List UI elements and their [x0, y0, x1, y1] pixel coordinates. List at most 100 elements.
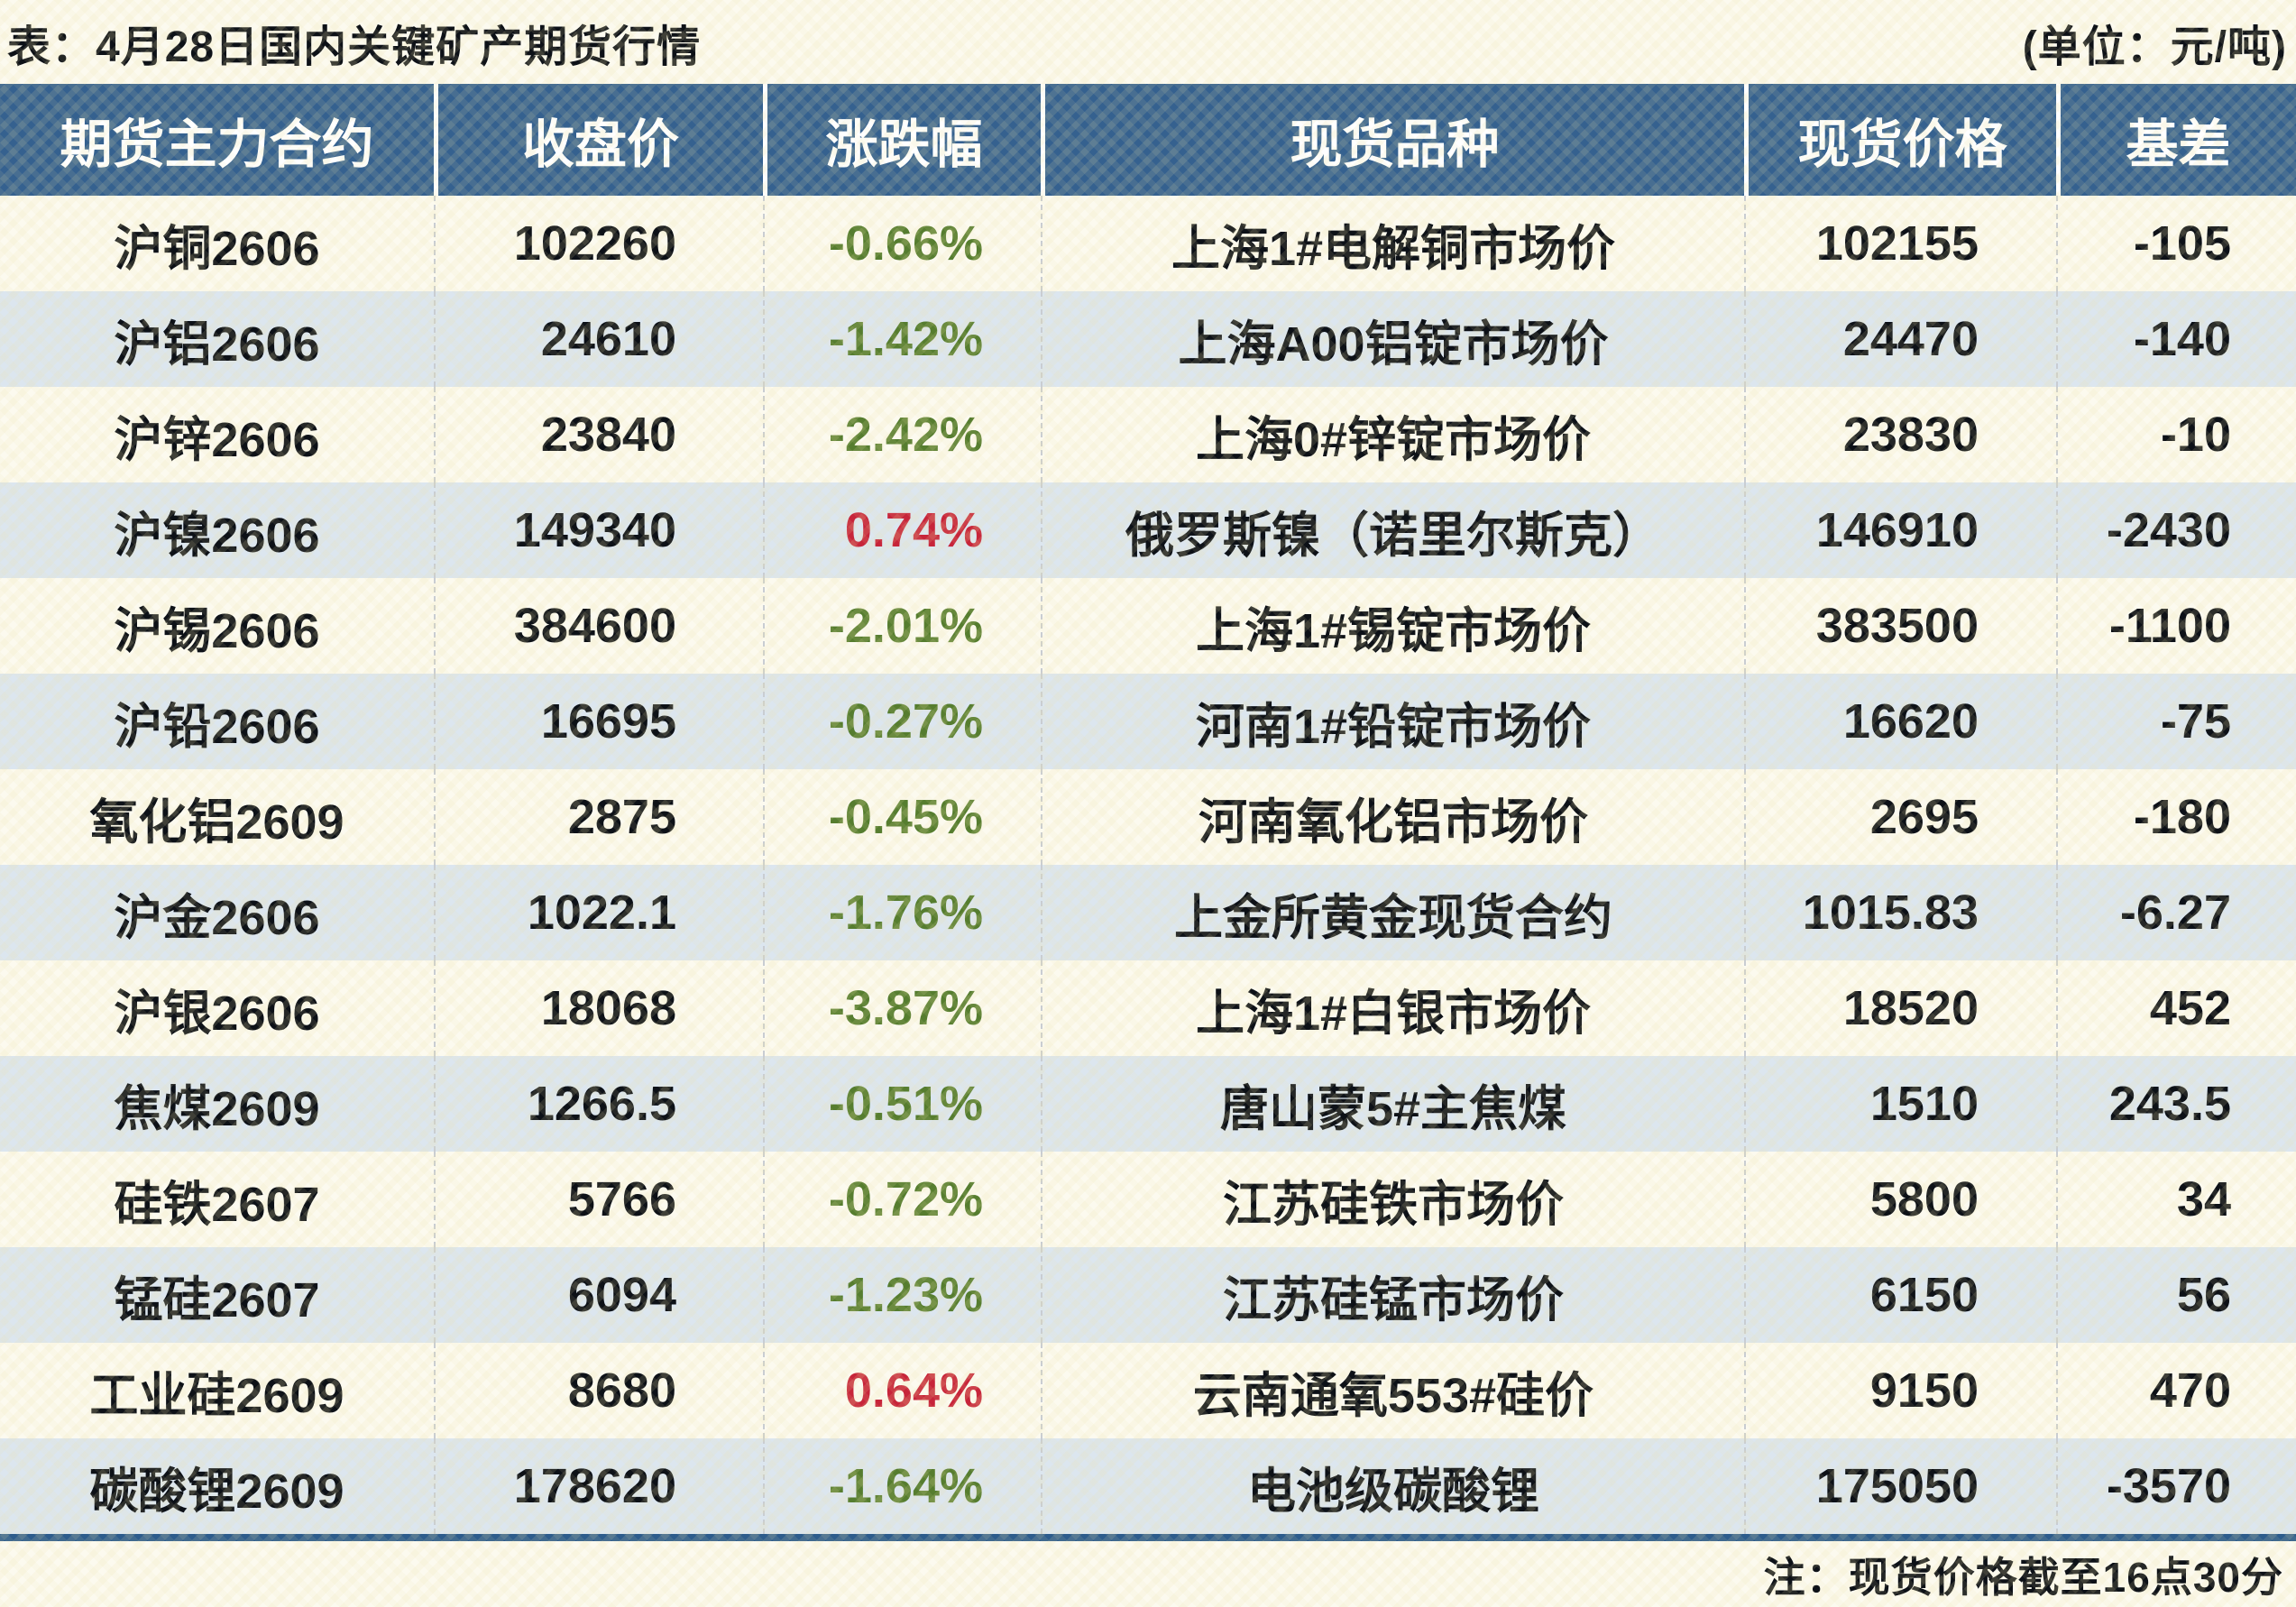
basis-cell: 243.5: [2056, 1056, 2296, 1152]
table-row: 硅铁2607 5766 -0.72% 江苏硅铁市场价 5800 34: [0, 1152, 2296, 1247]
footer-bar: 注：现货价格截至16点30分: [0, 1541, 2296, 1607]
spot-price-cell: 1015.83: [1744, 865, 2056, 960]
change-pct-cell: 0.74%: [763, 482, 1041, 578]
basis-cell: 34: [2056, 1152, 2296, 1247]
close-price-cell: 5766: [434, 1152, 763, 1247]
spot-item-cell: 河南1#铅锭市场价: [1041, 674, 1744, 769]
table-body: 沪铜2606 102260 -0.66% 上海1#电解铜市场价 102155 -105 沪铝…: [0, 196, 2296, 1534]
spot-item-cell: 河南氧化铝市场价: [1041, 769, 1744, 865]
basis-cell: 452: [2056, 960, 2296, 1056]
spot-price-cell: 175050: [1744, 1438, 2056, 1534]
basis-cell: -2430: [2056, 482, 2296, 578]
close-price-cell: 1266.5: [434, 1056, 763, 1152]
spot-item-cell: 上海1#锡锭市场价: [1041, 578, 1744, 674]
basis-cell: 470: [2056, 1343, 2296, 1438]
spot-price-cell: 18520: [1744, 960, 2056, 1056]
spot-price-cell: 24470: [1744, 291, 2056, 387]
change-pct-cell: -2.42%: [763, 387, 1041, 482]
spot-item-cell: 唐山蒙5#主焦煤: [1041, 1056, 1744, 1152]
basis-cell: -1100: [2056, 578, 2296, 674]
title-bar: 表：4月28日国内关键矿产期货行情 (单位：元/吨): [0, 0, 2296, 84]
close-price-cell: 178620: [434, 1438, 763, 1534]
close-price-cell: 1022.1: [434, 865, 763, 960]
spot-item-cell: 俄罗斯镍（诺里尔斯克）: [1041, 482, 1744, 578]
column-header-spot-item: 现货品种: [1041, 84, 1744, 196]
spot-price-cell: 23830: [1744, 387, 2056, 482]
basis-cell: -6.27: [2056, 865, 2296, 960]
change-pct-cell: -1.23%: [763, 1247, 1041, 1343]
spot-item-cell: 上海1#电解铜市场价: [1041, 196, 1744, 291]
spot-item-cell: 江苏硅铁市场价: [1041, 1152, 1744, 1247]
table-row: 沪镍2606 149340 0.74% 俄罗斯镍（诺里尔斯克） 146910 -2430: [0, 482, 2296, 578]
change-pct-cell: 0.64%: [763, 1343, 1041, 1438]
contract-cell: 沪银2606: [114, 986, 320, 1041]
change-pct-cell: -1.76%: [763, 865, 1041, 960]
close-price-cell: 2875: [434, 769, 763, 865]
futures-table: 期货主力合约 收盘价 涨跌幅 现货品种 现货价格 基差 沪铜2606 102260…: [0, 84, 2296, 1541]
table-title: 表：4月28日国内关键矿产期货行情: [7, 23, 702, 71]
spot-price-cell: 1510: [1744, 1056, 2056, 1152]
contract-cell: 锰硅2607: [114, 1272, 320, 1327]
header-row: 期货主力合约 收盘价 涨跌幅 现货品种 现货价格 基差: [0, 84, 2296, 196]
basis-cell: -10: [2056, 387, 2296, 482]
column-header-change: 涨跌幅: [763, 84, 1041, 196]
basis-cell: -105: [2056, 196, 2296, 291]
spot-price-cell: 2695: [1744, 769, 2056, 865]
table-row: 碳酸锂2609 178620 -1.64% 电池级碳酸锂 175050 -3570: [0, 1438, 2296, 1534]
change-pct-cell: -0.45%: [763, 769, 1041, 865]
spot-price-cell: 146910: [1744, 482, 2056, 578]
spot-item-cell: 上海A00铝锭市场价: [1041, 291, 1744, 387]
change-pct-cell: -1.64%: [763, 1438, 1041, 1534]
spot-price-cell: 16620: [1744, 674, 2056, 769]
contract-cell: 焦煤2609: [114, 1081, 320, 1136]
contract-cell: 沪铅2606: [114, 699, 320, 754]
basis-cell: -180: [2056, 769, 2296, 865]
basis-cell: 56: [2056, 1247, 2296, 1343]
contract-cell: 沪金2606: [114, 890, 320, 945]
table-row: 沪铜2606 102260 -0.66% 上海1#电解铜市场价 102155 -105: [0, 196, 2296, 291]
change-pct-cell: -0.27%: [763, 674, 1041, 769]
close-price-cell: 102260: [434, 196, 763, 291]
contract-cell: 沪锌2606: [114, 412, 320, 467]
contract-cell: 氧化铝2609: [89, 794, 344, 849]
change-pct-cell: -1.42%: [763, 291, 1041, 387]
close-price-cell: 16695: [434, 674, 763, 769]
spot-item-cell: 江苏硅锰市场价: [1041, 1247, 1744, 1343]
contract-cell: 沪铜2606: [114, 221, 320, 276]
footer-note: 注：现货价格截至16点30分: [1763, 1553, 2283, 1601]
spot-price-cell: 102155: [1744, 196, 2056, 291]
spot-item-cell: 上金所黄金现货合约: [1041, 865, 1744, 960]
table-row: 沪金2606 1022.1 -1.76% 上金所黄金现货合约 1015.83 -6.27: [0, 865, 2296, 960]
change-pct-cell: -0.72%: [763, 1152, 1041, 1247]
column-header-spot-price: 现货价格: [1744, 84, 2056, 196]
spot-item-cell: 上海1#白银市场价: [1041, 960, 1744, 1056]
table-row: 沪锡2606 384600 -2.01% 上海1#锡锭市场价 383500 -1100: [0, 578, 2296, 674]
table-row: 氧化铝2609 2875 -0.45% 河南氧化铝市场价 2695 -180: [0, 769, 2296, 865]
table-row: 锰硅2607 6094 -1.23% 江苏硅锰市场价 6150 56: [0, 1247, 2296, 1343]
contract-cell: 工业硅2609: [89, 1368, 344, 1423]
table-row: 沪锌2606 23840 -2.42% 上海0#锌锭市场价 23830 -10: [0, 387, 2296, 482]
close-price-cell: 23840: [434, 387, 763, 482]
spot-price-cell: 5800: [1744, 1152, 2056, 1247]
spot-item-cell: 上海0#锌锭市场价: [1041, 387, 1744, 482]
change-pct-cell: -0.66%: [763, 196, 1041, 291]
close-price-cell: 18068: [434, 960, 763, 1056]
basis-cell: -75: [2056, 674, 2296, 769]
column-header-close: 收盘价: [434, 84, 763, 196]
contract-cell: 沪铝2606: [114, 317, 320, 372]
spot-price-cell: 6150: [1744, 1247, 2056, 1343]
basis-cell: -3570: [2056, 1438, 2296, 1534]
contract-cell: 硅铁2607: [114, 1177, 320, 1232]
change-pct-cell: -0.51%: [763, 1056, 1041, 1152]
close-price-cell: 384600: [434, 578, 763, 674]
basis-cell: -140: [2056, 291, 2296, 387]
change-pct-cell: -3.87%: [763, 960, 1041, 1056]
close-price-cell: 8680: [434, 1343, 763, 1438]
table-row: 沪铝2606 24610 -1.42% 上海A00铝锭市场价 24470 -140: [0, 291, 2296, 387]
spot-item-cell: 电池级碳酸锂: [1041, 1438, 1744, 1534]
close-price-cell: 149340: [434, 482, 763, 578]
contract-cell: 沪镍2606: [114, 508, 320, 563]
column-header-contract: 期货主力合约: [0, 84, 434, 196]
spot-item-cell: 云南通氧553#硅价: [1041, 1343, 1744, 1438]
